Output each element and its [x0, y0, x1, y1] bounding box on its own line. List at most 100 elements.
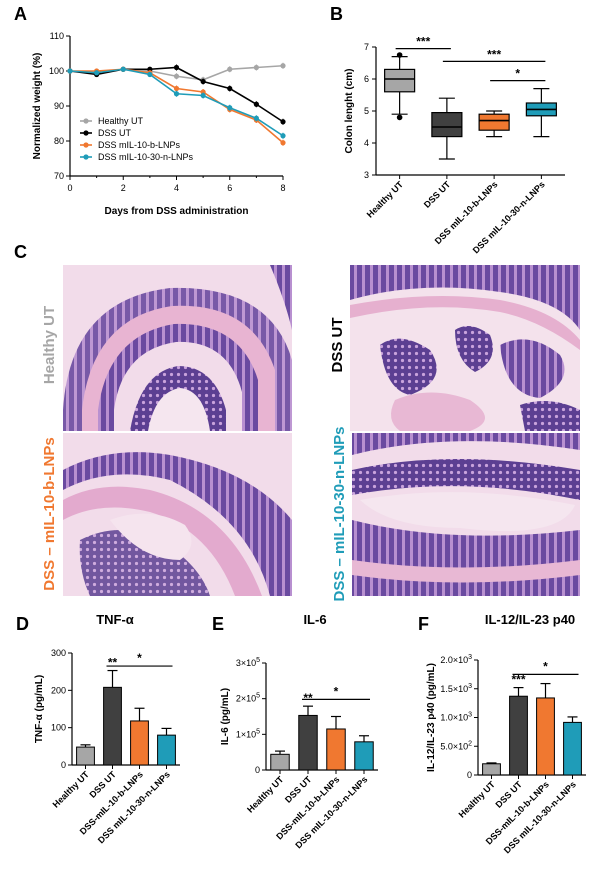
y-axis-title: TNF-α (pg/mL) [34, 675, 45, 743]
y-axis-title: IL-12/IL-23 p40 (pg/mL) [426, 663, 437, 772]
data-point [173, 64, 180, 71]
box-iqr [384, 68, 416, 93]
bar [76, 746, 95, 766]
bar [103, 686, 122, 766]
y-tick-label: 6 [364, 74, 369, 84]
data-point [280, 119, 286, 125]
y-tick-label: 200 [51, 685, 66, 695]
significance-annotation: ** [108, 656, 118, 670]
y-tick-label: 5.0×102 [440, 740, 472, 751]
bar [326, 728, 346, 771]
legend-label: Healthy UT [98, 116, 144, 126]
y-tick-label: 80 [54, 136, 64, 146]
bar [157, 734, 176, 766]
x-tick-label: Healthy UT [51, 769, 92, 810]
x-tick-label: Healthy UT [457, 779, 498, 820]
significance-annotation: ** [303, 691, 313, 705]
legend-marker [83, 118, 89, 124]
data-point [280, 63, 286, 69]
y-tick-label: 100 [49, 66, 64, 76]
x-tick-label: 6 [227, 183, 232, 193]
data-point [227, 105, 233, 111]
box-iqr [431, 111, 463, 138]
micrograph-healthy [63, 265, 292, 431]
data-point [173, 85, 180, 92]
legend-marker [83, 154, 89, 160]
x-tick-label: 0 [67, 183, 72, 193]
data-point [173, 91, 180, 97]
bar [270, 753, 290, 771]
y-tick-label: 100 [51, 723, 66, 733]
y-tick-label: 1.5×103 [440, 683, 472, 694]
y-tick-label: 5 [364, 106, 369, 116]
chart-title: TNF-α [96, 612, 134, 627]
y-tick-label: 4 [364, 138, 369, 148]
x-axis-title: Days from DSS administration [105, 206, 249, 217]
data-point [173, 73, 180, 79]
x-tick-label: DSS UT [422, 179, 453, 210]
panel-label-c: C [14, 242, 27, 262]
significance-label: * [334, 684, 339, 698]
micrograph-dss [350, 265, 580, 431]
bar [563, 721, 582, 776]
significance-label: * [543, 659, 548, 673]
legend-marker [83, 142, 89, 148]
x-tick-label: 8 [280, 183, 285, 193]
x-tick-label: Healthy UT [245, 774, 286, 815]
x-tick-label: 4 [174, 183, 179, 193]
y-axis-title: Colon lenght (cm) [344, 69, 355, 154]
weight-line-chart: 70 80 90 100 110 0 2 4 6 8 Days from DSS administr… [32, 31, 286, 217]
data-point [253, 64, 259, 71]
significance-label: * [515, 67, 520, 81]
il12-il23-bar-chart: IL-12/IL-23 p40 0 5.0×102 1.0×103 1.5×103 2.0… [426, 612, 586, 855]
chart-title: IL-12/IL-23 p40 [485, 612, 575, 627]
significance-label: * [137, 651, 142, 665]
data-point [253, 115, 259, 121]
bar [536, 697, 555, 776]
significance-label: *** [487, 47, 501, 61]
label-healthy-ut: Healthy UT [41, 306, 58, 384]
data-point [120, 66, 126, 72]
micrograph-il10 [63, 433, 292, 596]
y-tick-label: 0 [467, 770, 472, 780]
x-tick-label: Healthy UT [365, 179, 406, 220]
x-tick-label: 2 [121, 183, 126, 193]
y-tick-label: 70 [54, 171, 64, 181]
legend-label: DSS UT [98, 128, 132, 138]
label-dss-il10: DSS – mIL-10-b-LNPs [41, 437, 58, 590]
y-axis-title: Normalized weight (%) [32, 53, 43, 160]
panel-label-a: A [14, 4, 27, 24]
legend-label: DSS mIL-10-b-LNPs [98, 140, 181, 150]
significance-annotation: *** [511, 673, 525, 687]
y-tick-label: 2.0×103 [440, 654, 472, 665]
panel-label-b: B [330, 4, 343, 24]
y-tick-label: 7 [364, 42, 369, 52]
data-point [280, 133, 286, 139]
data-point [200, 78, 206, 85]
y-tick-label: 90 [54, 101, 64, 111]
chart-title: IL-6 [303, 612, 326, 627]
bar [509, 695, 528, 776]
data-point [280, 140, 286, 146]
data-point [147, 71, 153, 78]
label-dss-ut: DSS UT [329, 317, 346, 372]
y-tick-label: 3 [364, 170, 369, 180]
legend-label: DSS mIL-10-30-n-LNPs [98, 152, 194, 162]
data-point [227, 85, 233, 92]
bar [298, 714, 318, 771]
y-tick-label: 2×105 [236, 693, 260, 704]
outlier-point [396, 52, 403, 58]
label-dss-il1030: DSS – mIL-10-30-n-LNPs [331, 426, 348, 601]
panel-label-e: E [212, 614, 224, 634]
y-tick-label: 0 [255, 765, 260, 775]
y-tick-label: 1×105 [236, 728, 260, 739]
data-point [253, 101, 259, 107]
data-point [227, 66, 233, 72]
y-tick-label: 0 [61, 760, 66, 770]
legend-marker [83, 130, 89, 136]
box-iqr [478, 113, 510, 131]
bar [482, 763, 501, 776]
bar [130, 720, 149, 766]
